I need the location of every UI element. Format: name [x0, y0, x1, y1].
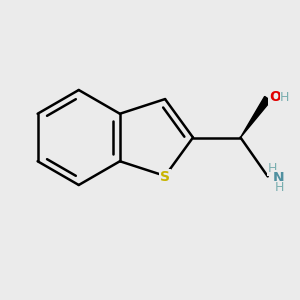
- Text: H: H: [268, 162, 278, 176]
- Text: N: N: [273, 171, 285, 185]
- Polygon shape: [241, 96, 271, 137]
- Text: H: H: [280, 91, 289, 104]
- Text: O: O: [269, 90, 281, 104]
- Text: H: H: [274, 181, 284, 194]
- Text: S: S: [160, 170, 170, 184]
